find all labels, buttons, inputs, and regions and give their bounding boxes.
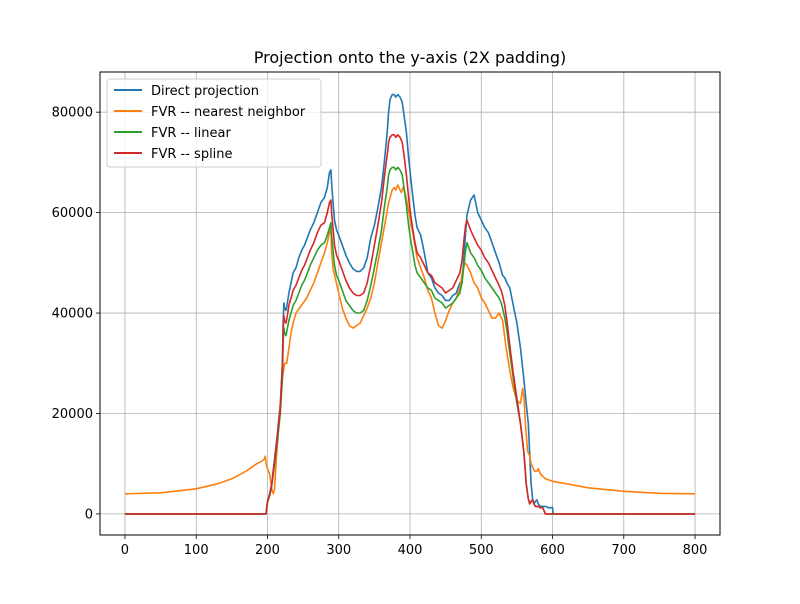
y-tick-label: 60000 xyxy=(52,206,93,221)
y-tick-label: 80000 xyxy=(52,106,93,121)
legend-label-1: FVR -- nearest neighbor xyxy=(151,105,306,120)
legend-label-0: Direct projection xyxy=(151,84,259,99)
x-tick-label: 800 xyxy=(683,543,708,558)
y-axis: 0 20000 40000 60000 80000 xyxy=(52,106,100,522)
x-tick-label: 300 xyxy=(326,543,351,558)
x-tick-label: 600 xyxy=(540,543,565,558)
series-line-0 xyxy=(124,93,696,515)
legend-label-3: FVR -- spline xyxy=(151,147,233,162)
legend-label-2: FVR -- linear xyxy=(151,126,231,141)
series-lines xyxy=(124,93,696,515)
x-tick-label: 200 xyxy=(255,543,280,558)
legend: Direct projection FVR -- nearest neighbor… xyxy=(106,78,322,168)
y-tick-label: 40000 xyxy=(52,307,93,322)
y-tick-label: 20000 xyxy=(52,407,93,422)
chart-title: Projection onto the y-axis (2X padding) xyxy=(254,48,566,67)
x-tick-label: 500 xyxy=(469,543,494,558)
x-tick-label: 100 xyxy=(184,543,209,558)
y-tick-label: 0 xyxy=(85,507,93,522)
x-tick-label: 400 xyxy=(398,543,423,558)
legend-box xyxy=(106,78,322,168)
series-line-3 xyxy=(124,134,696,515)
x-tick-label: 0 xyxy=(121,543,129,558)
x-axis: 0 100 200 300 400 500 600 700 800 xyxy=(121,535,708,558)
x-tick-label: 700 xyxy=(611,543,636,558)
